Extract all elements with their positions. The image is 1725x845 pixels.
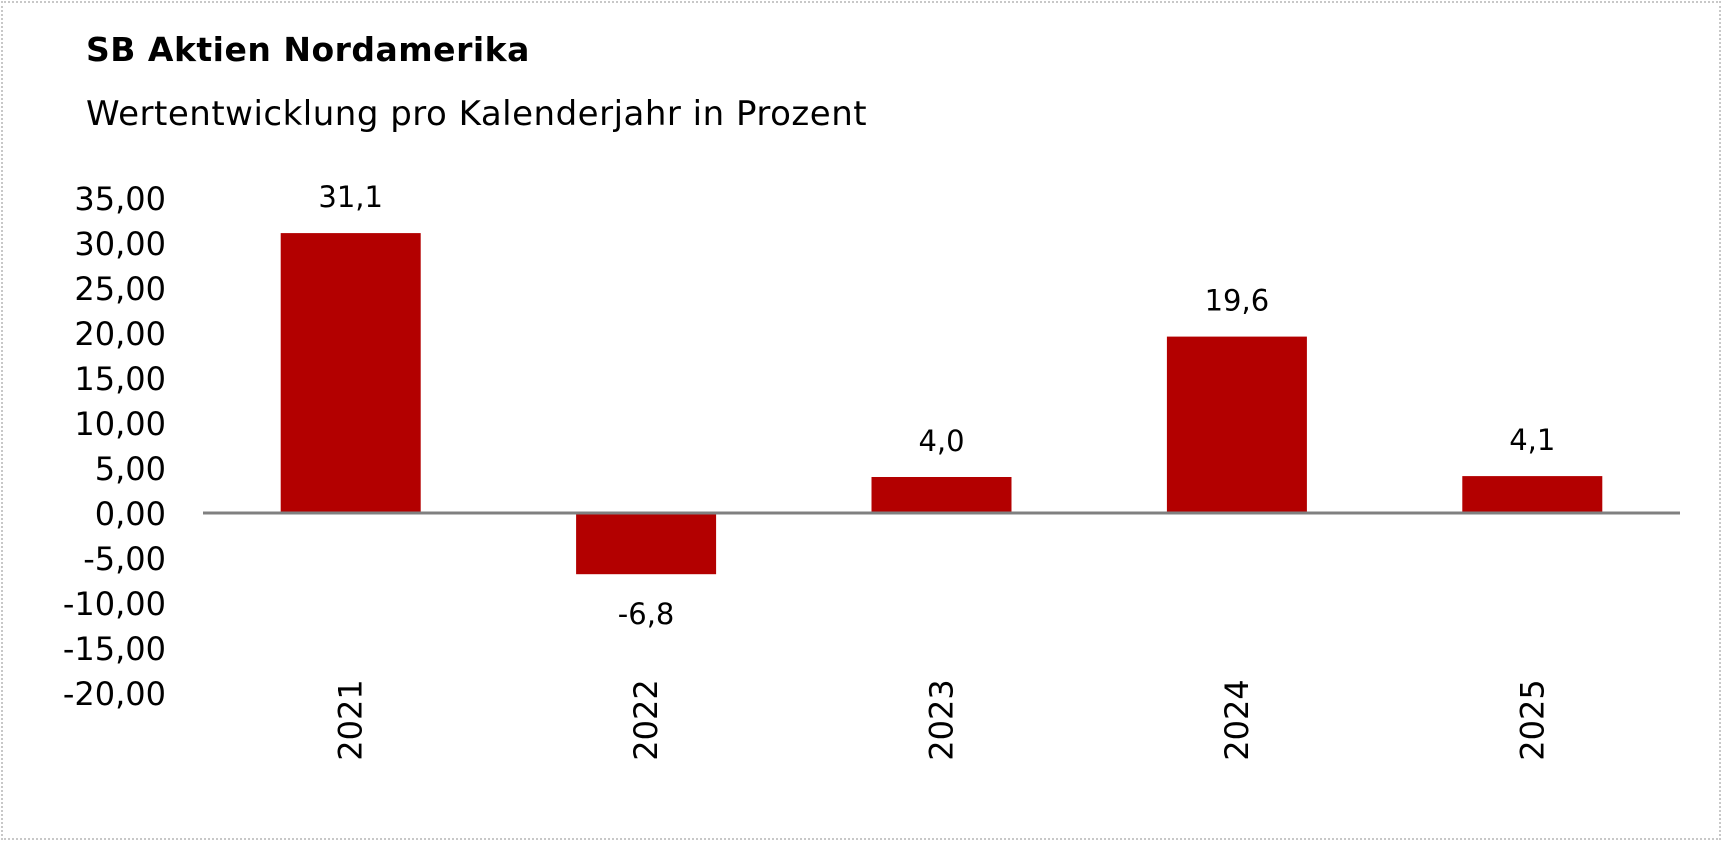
y-tick-label: 25,00 [74,270,166,308]
x-axis-ticks: 2021 2022 2023 2024 2025 [332,679,1552,760]
y-axis-ticks: 35,00 30,00 25,00 20,00 15,00 10,00 5,00 0,00 -5… [63,180,166,713]
y-tick-label: -10,00 [63,585,166,623]
y-tick-label: 20,00 [74,315,166,353]
y-tick-label: 0,00 [95,495,166,533]
bar-2025 [1462,476,1603,513]
x-tick-label-2024: 2024 [1218,679,1256,760]
bars [280,233,1603,575]
data-label-2022: -6,8 [618,597,675,631]
chart-title: SB Aktien Nordamerika [86,30,530,69]
data-label-2023: 4,0 [918,424,964,458]
y-tick-label: 30,00 [74,225,166,263]
y-tick-label: 35,00 [74,180,166,218]
y-tick-label: -20,00 [63,675,166,713]
y-tick-label: 15,00 [74,360,166,398]
x-tick-label-2022: 2022 [627,679,665,760]
y-tick-label: 10,00 [74,405,166,443]
x-tick-label-2023: 2023 [923,679,961,760]
y-tick-label: -5,00 [83,540,166,578]
x-tick-label-2025: 2025 [1513,679,1551,760]
data-label-2024: 19,6 [1205,284,1270,318]
data-labels: 31,1 -6,8 4,0 19,6 4,1 [318,180,1555,631]
y-tick-label: 5,00 [95,450,166,488]
y-tick-label: -15,00 [63,630,166,668]
bar-2021 [280,233,421,513]
chart-subtitle: Wertentwicklung pro Kalenderjahr in Proz… [86,94,868,134]
bar-2024 [1166,336,1307,513]
data-label-2021: 31,1 [318,180,383,214]
data-label-2025: 4,1 [1509,423,1555,457]
bar-2023 [871,477,1012,513]
bar-2022 [576,513,717,575]
x-tick-label-2021: 2021 [332,679,370,760]
